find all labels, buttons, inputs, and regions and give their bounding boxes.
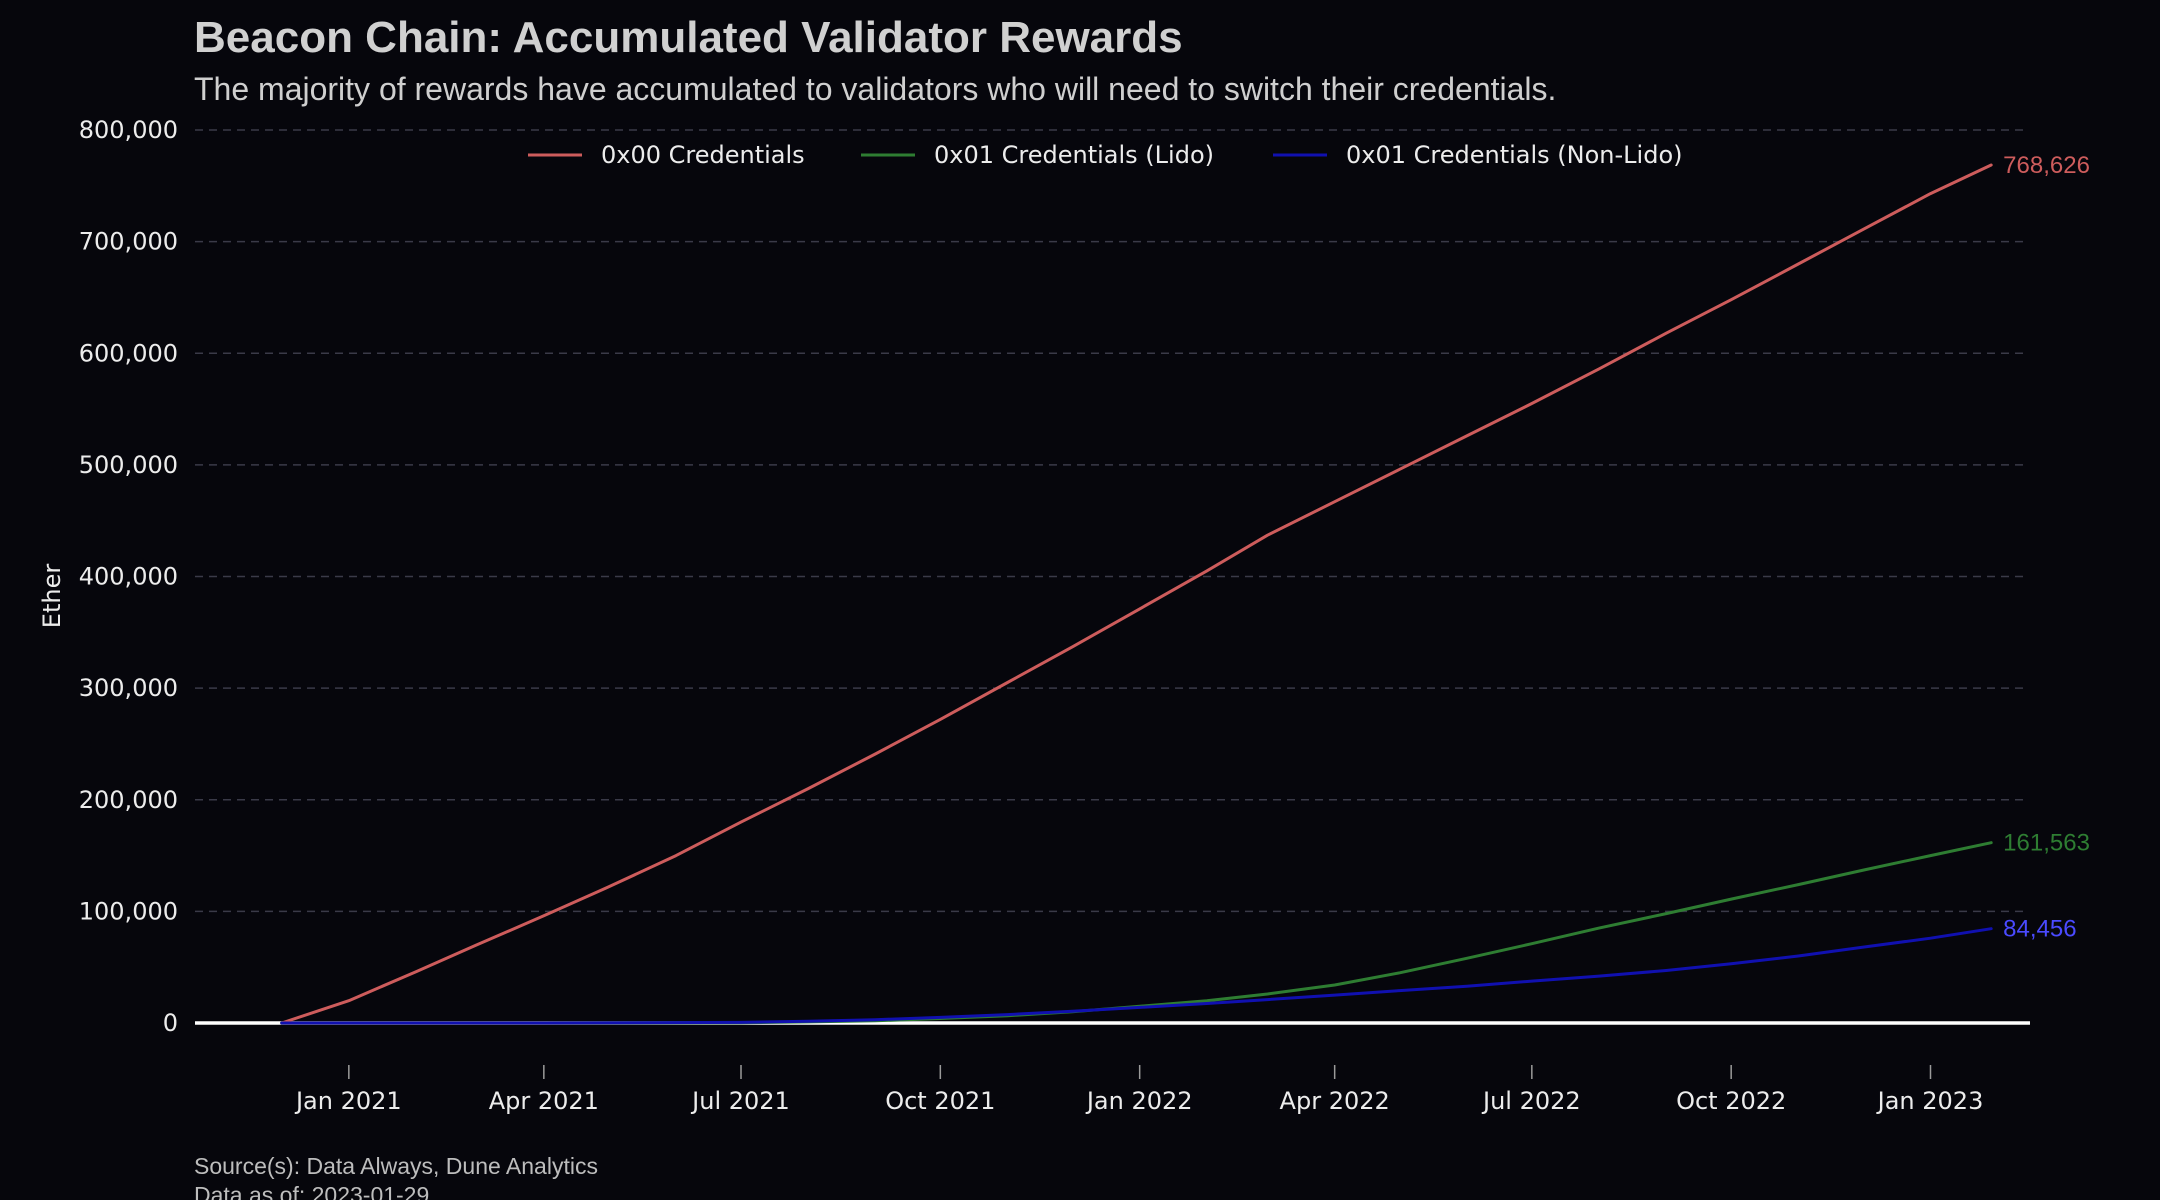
series-line-0x01-credentials-lido [280, 841, 1993, 1025]
x-tick-label: Oct 2022 [1676, 1087, 1786, 1115]
x-tick-label: Jan 2022 [1085, 1087, 1193, 1115]
grid-layer [195, 129, 2028, 913]
y-tick-label: 500,000 [79, 451, 178, 479]
series-line-0x00-credentials [280, 163, 1993, 1025]
y-tick-label: 100,000 [79, 897, 178, 925]
end-label-0x00-credentials: 768,626 [2003, 152, 2090, 179]
y-tick-label: 200,000 [79, 786, 178, 814]
y-tick-label: 400,000 [79, 563, 178, 591]
chart-subtitle: The majority of rewards have accumulated… [194, 71, 1556, 107]
end-label-0x01-credentials-lido: 161,563 [2003, 830, 2090, 857]
x-tick-label: Jul 2022 [1481, 1087, 1581, 1115]
y-tick-label: 700,000 [79, 228, 178, 256]
end-labels: 768,626 161,563 84,456 [2003, 152, 2090, 943]
y-tick-label: 0 [163, 1009, 178, 1037]
y-tick-label: 800,000 [79, 116, 178, 144]
series-layer [280, 163, 1993, 1025]
x-tick-label: Jul 2021 [690, 1087, 790, 1115]
source-note: Source(s): Data Always, Dune Analytics [194, 1153, 598, 1179]
series-line-0x01-credentials-non-lido [280, 927, 1993, 1025]
data-date-note: Data as of: 2023-01-29 [194, 1182, 429, 1200]
legend-label-0x00-credentials: 0x00 Credentials [601, 141, 805, 169]
x-tick-label: Apr 2021 [489, 1087, 599, 1115]
x-axis: Jan 2021 Apr 2021 Jul 2021 Oct 2021 Jan 2022… [294, 1065, 1983, 1115]
y-axis-title: Ether [38, 564, 66, 629]
x-tick-label: Oct 2021 [885, 1087, 995, 1115]
legend: 0x00 Credentials 0x01 Credentials (Lido) 0… [528, 141, 1683, 169]
x-tick-label: Jan 2023 [1876, 1087, 1984, 1115]
y-tick-label: 600,000 [79, 339, 178, 367]
x-tick-label: Apr 2022 [1280, 1087, 1390, 1115]
y-tick-label: 300,000 [79, 674, 178, 702]
legend-label-0x01-credentials-lido: 0x01 Credentials (Lido) [934, 141, 1214, 169]
y-axis: 0 100,000 200,000 300,000 400,000 500,000 600,… [79, 116, 2030, 1037]
end-label-0x01-credentials-non-lido: 84,456 [2003, 916, 2076, 943]
legend-label-0x01-credentials-non-lido: 0x01 Credentials (Non-Lido) [1346, 141, 1683, 169]
x-tick-label: Jan 2021 [294, 1087, 402, 1115]
chart-title: Beacon Chain: Accumulated Validator Rewa… [194, 13, 1183, 62]
